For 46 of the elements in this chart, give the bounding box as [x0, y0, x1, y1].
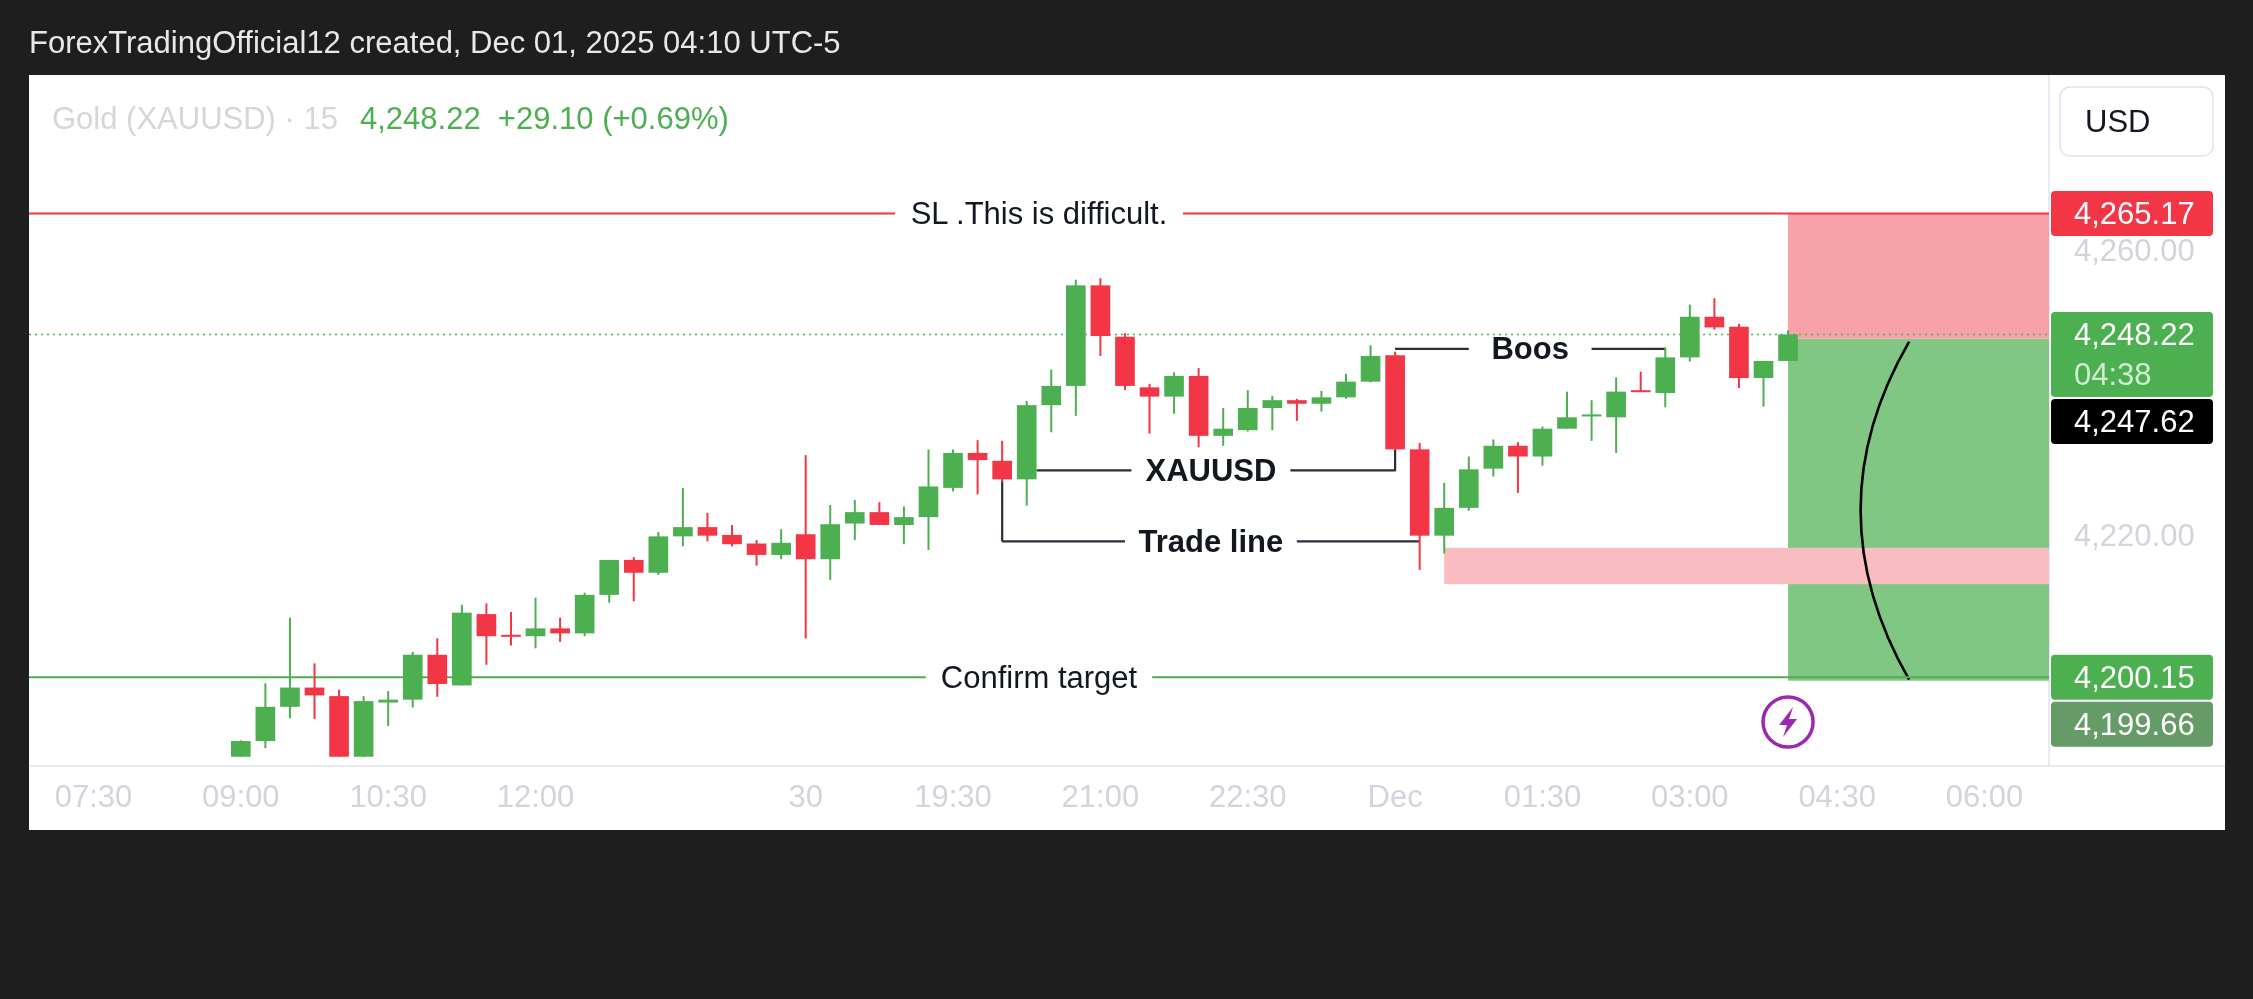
candlestick	[1262, 394, 1283, 432]
candlestick	[1581, 399, 1602, 442]
y-axis-title: USD	[2085, 104, 2151, 139]
candlestick	[525, 596, 546, 650]
text: 4,247.62	[2074, 403, 2195, 439]
text: 4,199.66	[2074, 706, 2195, 742]
candlestick	[894, 505, 914, 546]
candlestick	[378, 690, 398, 728]
candlestick	[476, 602, 497, 666]
currency-button: USD	[2059, 86, 2214, 157]
text: ForexTradingOfficial12 created, Dec 01, 2025 04:10 UTC-5	[29, 24, 841, 60]
candlestick	[771, 528, 791, 561]
candlestick	[1508, 441, 1528, 494]
candlestick	[623, 556, 644, 603]
candlestick	[1041, 368, 1062, 434]
candlestick	[1704, 297, 1725, 331]
candlestick	[1336, 372, 1356, 400]
candlestick	[1237, 389, 1258, 433]
ref-line-label: SL .This is difficult.	[910, 196, 1168, 232]
ref-line-label: Confirm target	[940, 659, 1138, 695]
candlestick	[673, 486, 693, 548]
candlestick	[697, 511, 718, 543]
candlestick	[844, 499, 865, 541]
text: 4,248.22	[2074, 316, 2195, 352]
candlestick	[1139, 382, 1160, 435]
candlestick	[746, 538, 767, 567]
candlestick	[1557, 390, 1577, 430]
candlestick	[1483, 438, 1504, 478]
candlestick	[1753, 359, 1774, 408]
candlestick	[1311, 389, 1332, 413]
series-label: Trade line	[1138, 523, 1284, 559]
text: 04:38	[2074, 356, 2152, 392]
text: 4,248.22 +29.10 (+0.69%)	[359, 100, 729, 136]
series-label: Boos	[1491, 331, 1569, 367]
candlestick	[1630, 370, 1651, 393]
candlestick	[722, 523, 742, 548]
candlestick	[501, 610, 521, 647]
candlestick	[550, 616, 570, 643]
candlestick	[1287, 397, 1307, 422]
candlestick	[869, 501, 890, 526]
text: 4,265.17	[2074, 196, 2195, 232]
annotation: XAUUSD	[1145, 452, 1277, 488]
text: 4,200.15	[2074, 659, 2195, 695]
candlestick	[967, 439, 988, 496]
candlestick	[1213, 407, 1234, 447]
candlestick	[1164, 371, 1184, 415]
